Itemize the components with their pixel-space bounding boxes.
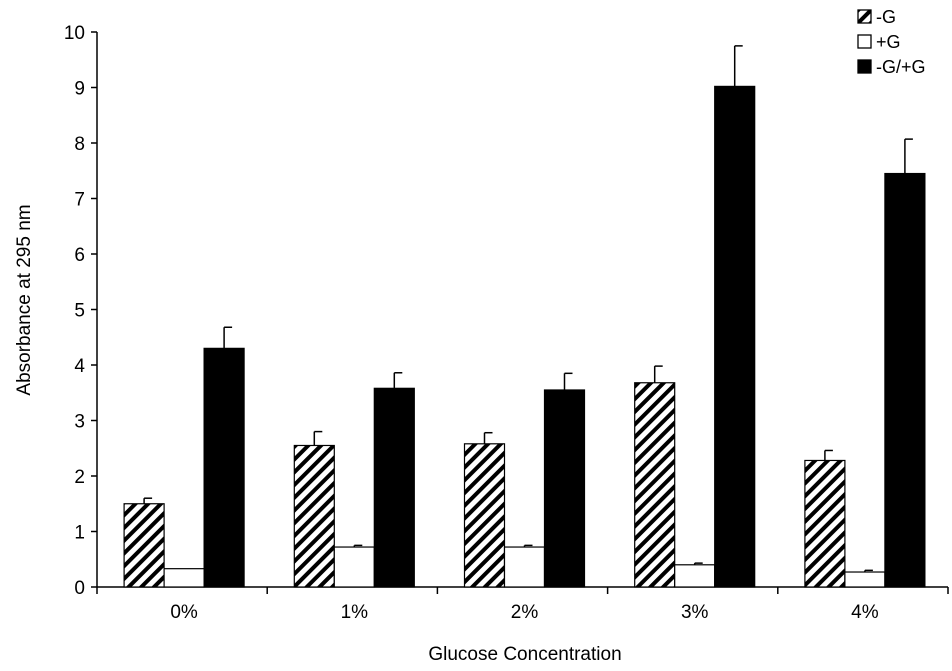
legend-swatch — [857, 34, 872, 49]
bar — [844, 571, 886, 588]
y-tick-label: 3 — [74, 412, 85, 433]
legend-swatch — [857, 59, 872, 74]
x-tick-label: 3% — [681, 602, 709, 623]
bar — [674, 564, 716, 588]
bar — [543, 389, 586, 588]
x-axis-title: Glucose Concentration — [428, 644, 621, 665]
y-tick-label: 6 — [74, 245, 85, 266]
y-tick-label: 2 — [74, 467, 85, 488]
bar — [163, 568, 205, 588]
legend-label: -G — [876, 7, 896, 27]
y-tick-label: 8 — [74, 134, 85, 155]
y-tick-label: 10 — [64, 23, 85, 44]
y-tick-label: 9 — [74, 79, 85, 100]
bar — [333, 546, 375, 588]
bar — [463, 443, 506, 588]
x-tick-label: 1% — [341, 602, 369, 623]
bar — [884, 172, 926, 588]
bar — [293, 444, 335, 588]
bar — [634, 382, 676, 588]
bar — [503, 546, 546, 588]
bar — [804, 459, 846, 588]
bar — [203, 347, 245, 588]
x-tick-label: 4% — [851, 602, 879, 623]
y-tick-label: 7 — [74, 190, 85, 211]
legend-label: -G/+G — [876, 57, 926, 77]
bar — [714, 85, 756, 588]
x-tick-label: 0% — [170, 602, 198, 623]
y-tick-label: 4 — [74, 356, 85, 377]
bar — [123, 503, 165, 588]
plot-area: 0 1 2 3 4 5 6 7 8 9 10 0% 1% 2% 3% 4% — [64, 23, 949, 623]
legend-label: +G — [876, 32, 901, 52]
x-tick-label: 2% — [511, 602, 539, 623]
bar — [373, 387, 415, 588]
legend: -G +G -G/+G — [857, 7, 926, 77]
y-tick-label: 0 — [74, 578, 85, 599]
y-tick-label: 5 — [74, 301, 85, 322]
y-tick-label: 1 — [74, 523, 85, 544]
legend-swatch — [857, 9, 872, 24]
y-axis-title: Absorbance at 295 nm — [14, 204, 35, 395]
